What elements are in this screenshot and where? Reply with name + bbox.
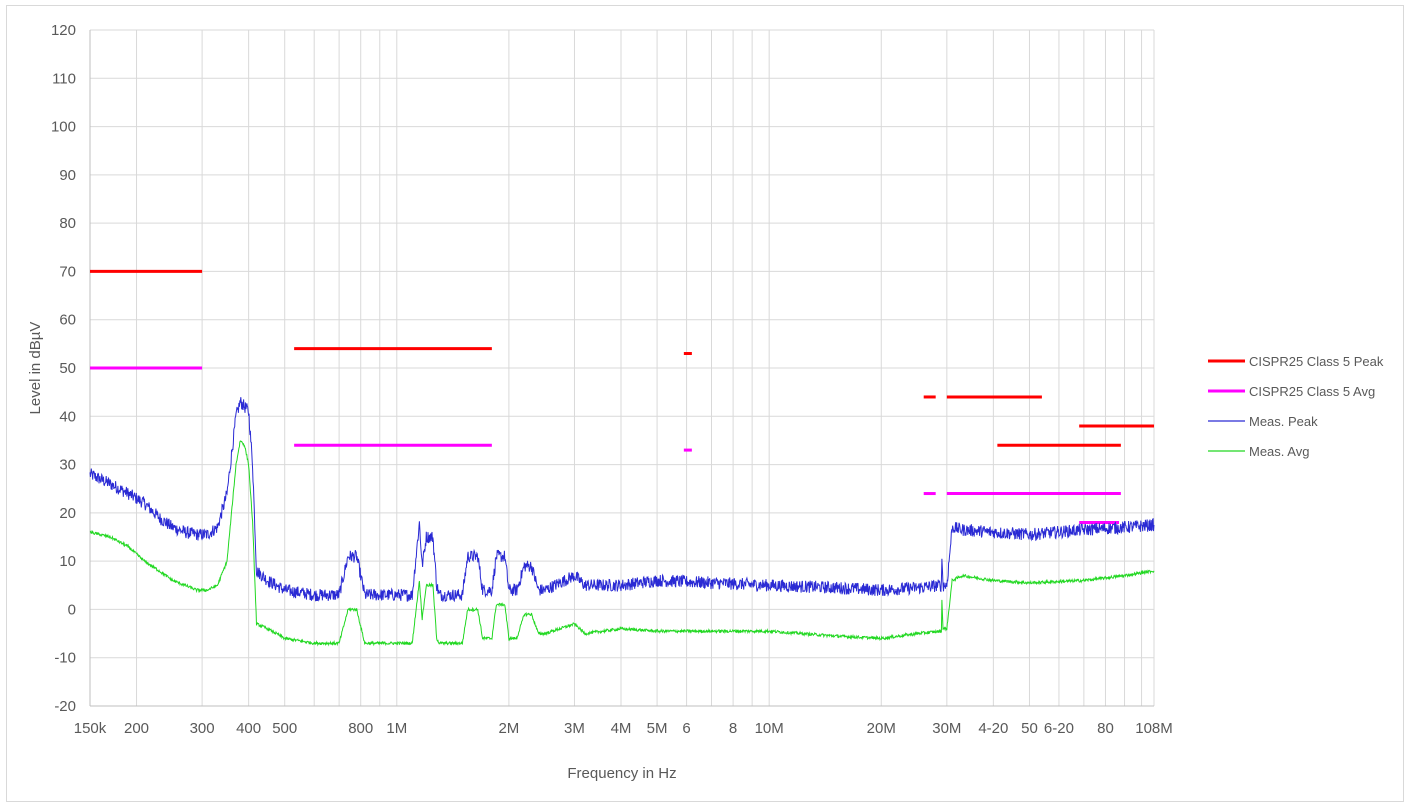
y-tick-label: 80 bbox=[59, 215, 76, 232]
y-tick-label: 110 bbox=[52, 70, 76, 87]
measurement-trace bbox=[89, 440, 1155, 647]
legend-label: CISPR25 Class 5 Avg bbox=[1249, 384, 1375, 399]
series-meas-avg bbox=[89, 440, 1155, 647]
x-tick-label: 4M bbox=[611, 720, 632, 737]
y-tick-label: 10 bbox=[59, 553, 76, 570]
y-tick-label: 90 bbox=[59, 167, 76, 184]
y-tick-label: 20 bbox=[59, 505, 76, 522]
legend-item: Meas. Avg bbox=[1208, 444, 1309, 459]
x-tick-label: 4-20 bbox=[978, 720, 1008, 737]
x-tick-label: 30M bbox=[932, 720, 961, 737]
legend-label: CISPR25 Class 5 Peak bbox=[1249, 354, 1384, 369]
x-tick-label: 108M bbox=[1135, 720, 1173, 737]
series-layer bbox=[89, 269, 1155, 647]
legend-item: Meas. Peak bbox=[1208, 414, 1318, 429]
series-meas-peak bbox=[89, 397, 1155, 603]
y-tick-label: 120 bbox=[51, 22, 76, 39]
y-tick-label: 30 bbox=[59, 457, 76, 474]
x-tick-label: 50 bbox=[1021, 720, 1038, 737]
x-tick-label: 3M bbox=[564, 720, 585, 737]
x-tick-label: 300 bbox=[190, 720, 215, 737]
x-tick-label: 6 bbox=[682, 720, 690, 737]
y-tick-label: 70 bbox=[59, 263, 76, 280]
y-tick-label: 60 bbox=[59, 312, 76, 329]
legend-item: CISPR25 Class 5 Peak bbox=[1208, 354, 1384, 369]
x-tick-label: 20M bbox=[867, 720, 896, 737]
y-tick-label: 0 bbox=[68, 601, 76, 618]
series-cispr25-class-5-avg bbox=[90, 366, 1121, 525]
y-tick-label: -20 bbox=[54, 698, 76, 715]
x-tick-label: 8 bbox=[729, 720, 737, 737]
y-axis-title: Level in dBµV bbox=[27, 322, 44, 415]
series-cispr25-class-5-peak bbox=[90, 269, 1154, 447]
y-tick-label: 100 bbox=[51, 119, 76, 136]
x-axis-title: Frequency in Hz bbox=[567, 765, 676, 782]
x-tick-label: 80 bbox=[1097, 720, 1114, 737]
x-tick-label: 800 bbox=[348, 720, 373, 737]
x-tick-label: 1M bbox=[386, 720, 407, 737]
legend-item: CISPR25 Class 5 Avg bbox=[1208, 384, 1375, 399]
y-tick-label: 50 bbox=[59, 360, 76, 377]
x-tick-label: 150k bbox=[74, 720, 107, 737]
legend-label: Meas. Peak bbox=[1249, 414, 1318, 429]
y-tick-label: -10 bbox=[54, 650, 76, 667]
y-tick-label: 40 bbox=[59, 408, 76, 425]
y-tick-labels: -20 -10 0 10 20 30 40 50 60 70 80 90 100 110 120 bbox=[51, 22, 76, 715]
legend-label: Meas. Avg bbox=[1249, 444, 1309, 459]
gridlines bbox=[89, 29, 1155, 707]
x-tick-label: 500 bbox=[272, 720, 297, 737]
x-tick-labels: 150k 200 300 400 500 800 1M 2M 3M 4M 5M 6 8 10M 20M 30M… bbox=[74, 720, 1173, 737]
x-tick-label: 2M bbox=[498, 720, 519, 737]
x-tick-label: 6-20 bbox=[1044, 720, 1074, 737]
x-tick-label: 10M bbox=[755, 720, 784, 737]
legend: CISPR25 Class 5 Peak CISPR25 Class 5 Avg M… bbox=[1208, 354, 1384, 459]
x-tick-label: 400 bbox=[236, 720, 261, 737]
x-tick-label: 200 bbox=[124, 720, 149, 737]
x-tick-label: 5M bbox=[647, 720, 668, 737]
measurement-trace bbox=[89, 397, 1155, 603]
